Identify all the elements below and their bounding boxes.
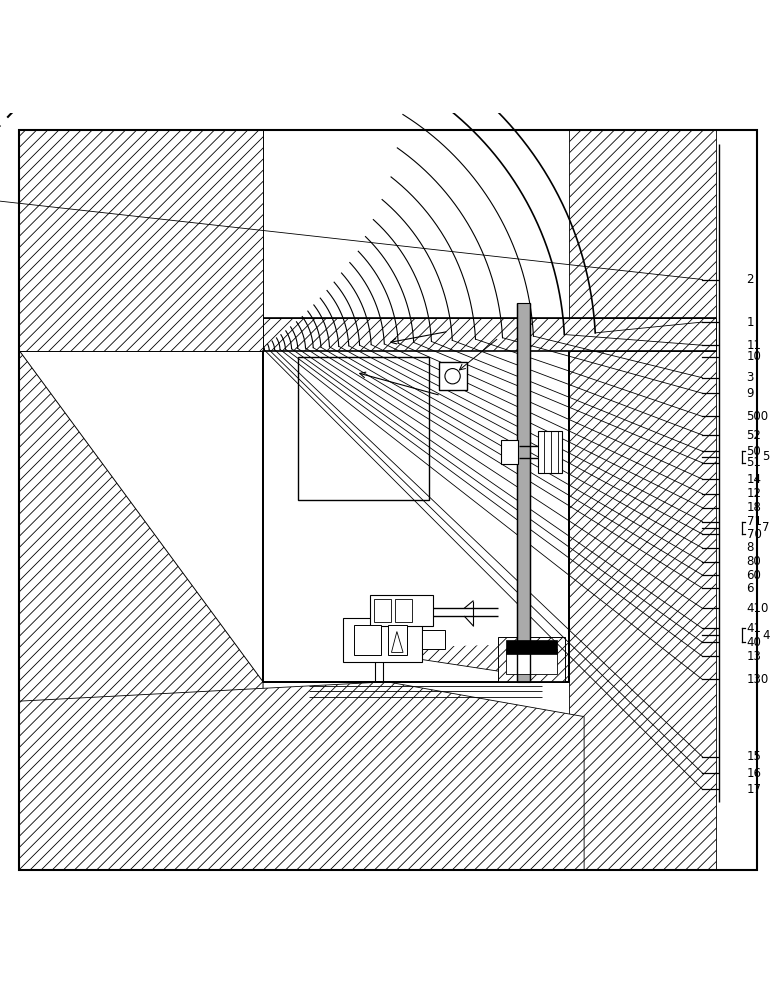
Text: 5: 5 xyxy=(762,450,770,463)
Text: 70: 70 xyxy=(746,528,762,541)
Polygon shape xyxy=(19,682,584,870)
Text: 15: 15 xyxy=(746,750,762,763)
Polygon shape xyxy=(263,581,569,682)
Text: 17: 17 xyxy=(746,783,762,796)
Text: 41: 41 xyxy=(746,622,762,635)
Text: 3: 3 xyxy=(746,371,754,384)
Polygon shape xyxy=(263,351,569,682)
Bar xyxy=(501,440,518,464)
Bar xyxy=(343,618,422,662)
Polygon shape xyxy=(19,130,263,351)
Text: 4: 4 xyxy=(762,629,770,642)
Text: 14: 14 xyxy=(746,473,762,486)
Circle shape xyxy=(445,369,460,384)
Text: 13: 13 xyxy=(746,650,762,663)
Text: 11: 11 xyxy=(746,339,762,352)
Bar xyxy=(506,640,557,654)
Text: 1: 1 xyxy=(746,316,754,329)
Text: 52: 52 xyxy=(746,429,762,442)
Text: 60: 60 xyxy=(746,569,762,582)
Text: 80: 80 xyxy=(746,555,761,568)
Bar xyxy=(354,625,381,655)
Text: 12: 12 xyxy=(746,487,762,500)
Bar xyxy=(539,431,562,473)
Text: 2: 2 xyxy=(746,273,754,286)
Text: 410: 410 xyxy=(746,602,769,615)
Polygon shape xyxy=(391,632,403,652)
Bar xyxy=(422,630,445,649)
Polygon shape xyxy=(569,130,715,870)
Polygon shape xyxy=(263,318,715,351)
Polygon shape xyxy=(263,351,569,651)
Text: 10: 10 xyxy=(746,350,762,363)
Text: 16: 16 xyxy=(746,767,762,780)
Text: 50: 50 xyxy=(746,445,761,458)
Text: 9: 9 xyxy=(746,387,754,400)
Bar xyxy=(370,595,433,626)
Bar xyxy=(395,599,412,622)
Text: 8: 8 xyxy=(746,541,754,554)
Text: 7: 7 xyxy=(762,521,770,534)
Text: 51: 51 xyxy=(746,456,762,469)
Bar xyxy=(506,649,557,674)
Text: 6: 6 xyxy=(746,582,754,595)
Bar xyxy=(298,357,429,500)
Polygon shape xyxy=(498,637,565,682)
Text: 500: 500 xyxy=(746,410,769,423)
Text: 71: 71 xyxy=(746,515,762,528)
Text: 40: 40 xyxy=(746,636,762,649)
Text: 18: 18 xyxy=(746,501,762,514)
Polygon shape xyxy=(19,351,263,870)
Bar xyxy=(374,599,391,622)
Bar xyxy=(517,303,530,682)
Text: 130: 130 xyxy=(746,673,769,686)
Bar xyxy=(388,625,407,655)
Bar xyxy=(439,362,467,390)
